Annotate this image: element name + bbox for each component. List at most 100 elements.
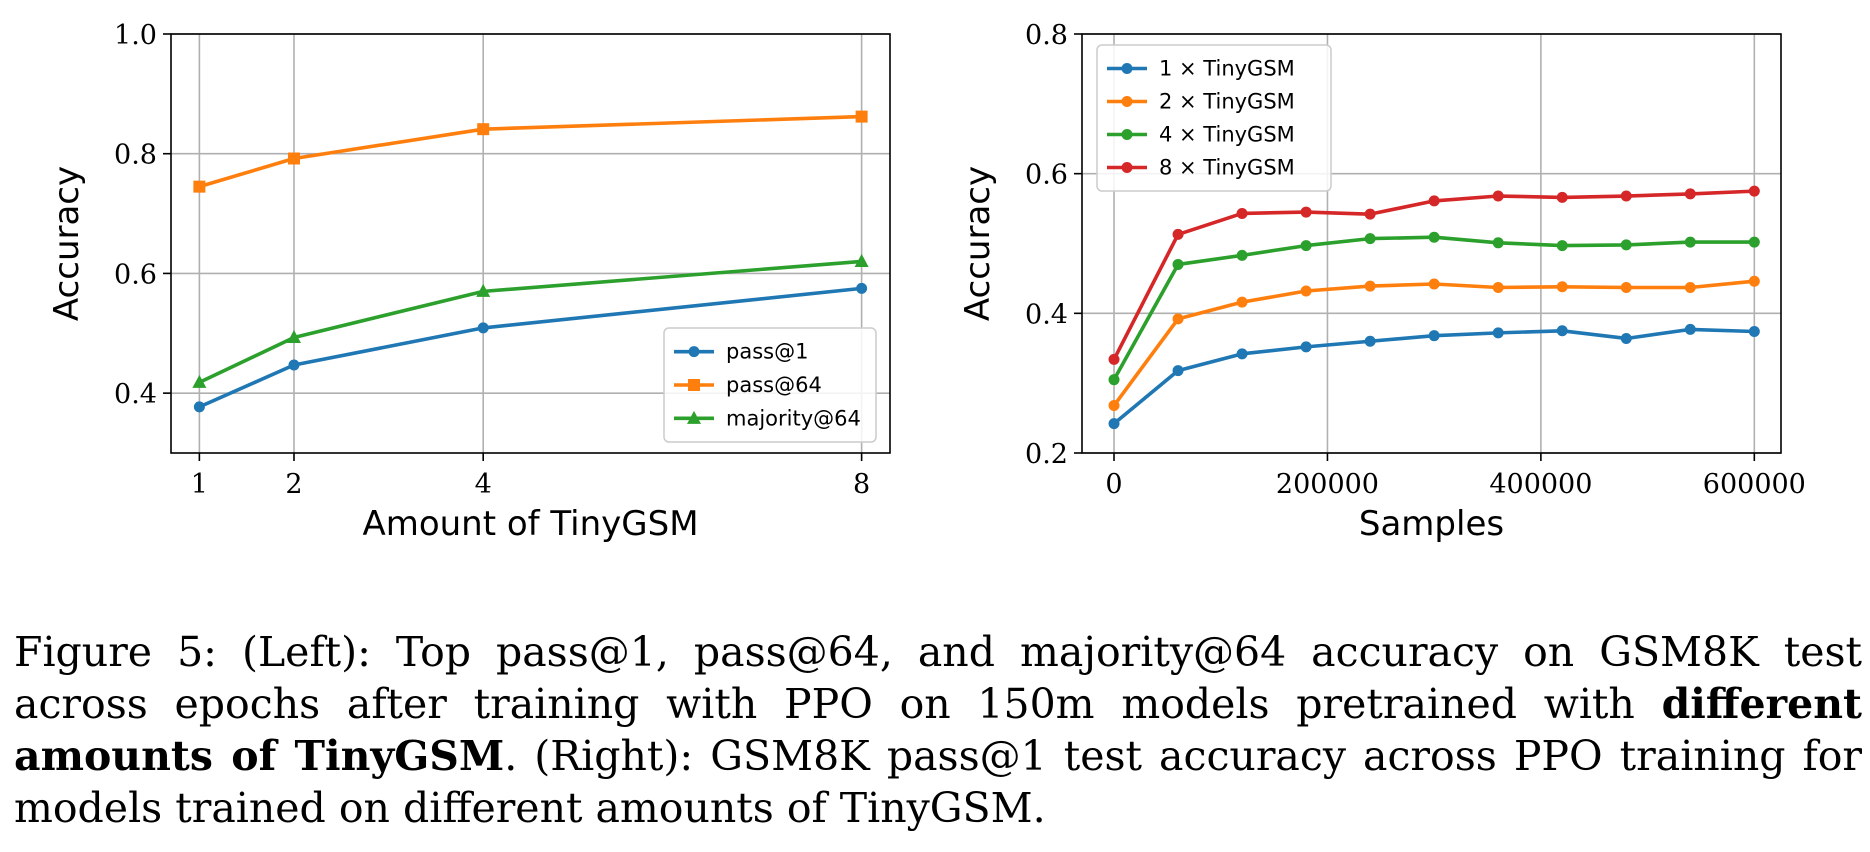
right-xtick-label: 400000	[1489, 469, 1592, 500]
right-series-0-point	[1172, 365, 1184, 377]
right-series-0-point	[1748, 325, 1760, 337]
right-series-1-point	[1172, 313, 1184, 325]
right-series-2-point	[1172, 258, 1184, 270]
right-legend: 1 × TinyGSM 2 × TinyGSM 4 × TinyGSM 8 × Tin…	[1096, 44, 1332, 192]
right-plot-frame	[1081, 33, 1782, 454]
left-legend-label: pass@64	[726, 373, 822, 397]
right-ytick-label: 0.4	[1025, 299, 1068, 330]
right-ytick-label: 0.2	[1025, 439, 1068, 470]
left-series-0-point	[856, 282, 868, 294]
right-legend-label: 2 × TinyGSM	[1159, 90, 1295, 114]
left-series-2-point	[192, 374, 207, 388]
right-series-1-point	[1428, 278, 1440, 290]
left-legend: pass@1 pass@64 majority@64	[663, 327, 877, 443]
left-series-1-point	[193, 180, 206, 193]
right-series-1-point	[1556, 281, 1568, 293]
right-series-2-point	[1492, 237, 1504, 249]
right-series-1-point	[1492, 281, 1504, 293]
right-series-0-point	[1108, 418, 1120, 430]
left-legend-marker	[688, 379, 700, 391]
left-xtick-label: 1	[191, 469, 208, 500]
right-legend-marker	[1121, 96, 1133, 107]
right-xtick-label: 200000	[1276, 469, 1379, 500]
right-series-0-point	[1620, 332, 1632, 344]
right-series-2-point	[1748, 236, 1760, 248]
left-legend-label: majority@64	[726, 406, 861, 430]
left-chart: 1 2 4 8 0.4 0.6 0.8 1.0 Amount of TinyGSM Accurac…	[47, 20, 891, 544]
right-series-1-point	[1364, 280, 1376, 292]
right-series-3-point	[1748, 185, 1760, 197]
right-series-3-point	[1364, 208, 1376, 220]
right-series-1-point	[1620, 281, 1632, 293]
right-ytick-label: 0.8	[1025, 20, 1068, 51]
left-series-2-point	[476, 283, 491, 297]
right-legend-label: 1 × TinyGSM	[1159, 57, 1295, 81]
left-ytick-label: 0.4	[114, 379, 157, 410]
right-series-0-point	[1236, 348, 1248, 360]
right-series-0-point	[1364, 335, 1376, 347]
right-series-2-point	[1620, 239, 1632, 251]
left-series-2-point	[286, 329, 301, 343]
right-series-1-point	[1236, 296, 1248, 308]
right-xtick-label: 0	[1105, 469, 1122, 500]
right-series-3-point	[1492, 190, 1504, 202]
left-legend-marker	[688, 346, 700, 358]
right-series-2-point	[1428, 231, 1440, 243]
right-series-2-point	[1364, 233, 1376, 245]
left-series-1-point	[477, 123, 490, 136]
figure: 1 2 4 8 0.4 0.6 0.8 1.0 Amount of TinyGSM Accurac…	[47, 20, 1806, 544]
left-ytick-label: 0.8	[114, 140, 157, 171]
right-series-2-point	[1556, 240, 1568, 252]
right-series-1-point	[1300, 285, 1312, 297]
right-series-2-point	[1108, 374, 1120, 386]
right-chart: 0 200000 400000 600000 0.2 0.4 0.6 0.8 Samples Ac…	[958, 20, 1806, 544]
right-series-2-point	[1684, 236, 1696, 248]
left-series-line-2	[198, 259, 862, 384]
figure-caption: Figure 5: (Left): Top pass@1, pass@64, a…	[14, 626, 1862, 834]
left-series-1-point	[855, 110, 868, 123]
left-series-line-1	[198, 114, 862, 189]
right-series-3-point	[1428, 195, 1440, 207]
left-series-0-point	[193, 401, 205, 413]
right-series-2-point	[1236, 249, 1248, 261]
right-series-2-point	[1300, 240, 1312, 252]
right-series-3-point	[1108, 353, 1120, 365]
left-legend-marker	[687, 410, 701, 424]
right-series-0-point	[1556, 325, 1568, 337]
right-series-line-2	[1112, 235, 1755, 381]
left-ytick-label: 1.0	[114, 20, 157, 51]
right-legend-label: 8 × TinyGSM	[1159, 156, 1295, 180]
right-series-0-point	[1300, 341, 1312, 353]
left-series-0-point	[477, 322, 489, 334]
left-xtick-label: 4	[475, 469, 492, 500]
caption-bold-text: different amounts of TinyGSM	[14, 680, 1862, 780]
left-plot-frame	[170, 33, 891, 454]
right-xtick-label: 600000	[1703, 469, 1806, 500]
right-legend-marker	[1121, 129, 1133, 140]
right-series-0-point	[1684, 323, 1696, 335]
right-series-1-point	[1748, 275, 1760, 287]
right-ytick-label: 0.6	[1025, 160, 1068, 191]
right-series-1-point	[1684, 281, 1696, 293]
right-series-3-point	[1236, 207, 1248, 219]
left-series-2-point	[854, 253, 869, 267]
right-series-line-0	[1112, 327, 1755, 426]
left-ytick-label: 0.6	[114, 259, 157, 290]
right-legend-box	[1096, 44, 1332, 192]
right-series-3-point	[1300, 206, 1312, 218]
caption-text-end: . (Right): GSM8K pass@1 test accuracy ac…	[14, 732, 1862, 832]
right-series-0-point	[1492, 327, 1504, 339]
caption-text-start: Figure 5: (Left): Top pass@1, pass@64, a…	[14, 628, 1862, 728]
right-series-0-point	[1428, 330, 1440, 342]
right-series-line-1	[1112, 279, 1755, 407]
left-legend-label: pass@1	[726, 340, 808, 364]
left-series-0-point	[288, 359, 300, 371]
left-xtick-label: 2	[285, 469, 302, 500]
right-series-3-point	[1620, 190, 1632, 202]
left-xaxis-title: Amount of TinyGSM	[362, 504, 698, 544]
left-yaxis-title: Accuracy	[47, 166, 87, 321]
left-series-1-point	[287, 152, 300, 165]
right-legend-marker	[1121, 162, 1133, 173]
right-yaxis-title: Accuracy	[958, 166, 998, 321]
right-series-3-point	[1556, 191, 1568, 203]
